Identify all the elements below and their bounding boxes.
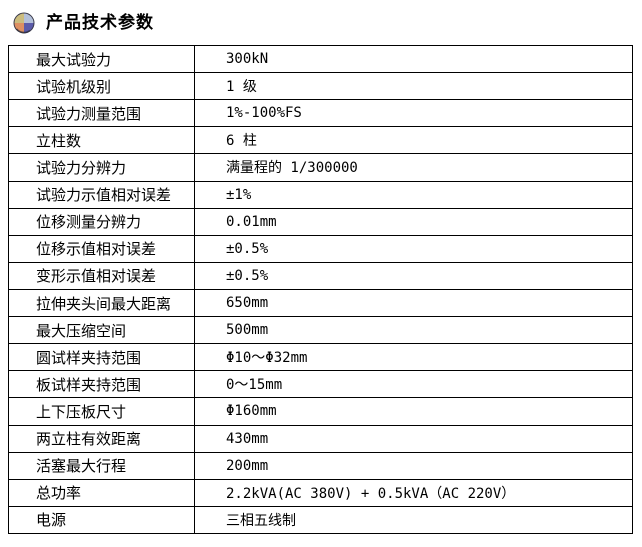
- param-value: 2.2kVA(AC 380V) + 0.5kVA（AC 220V）: [194, 478, 633, 507]
- table-row: 两立柱有效距离 430mm: [8, 424, 633, 453]
- table-row: 总功率 2.2kVA(AC 380V) + 0.5kVA（AC 220V）: [8, 478, 633, 507]
- param-label: 位移测量分辨力: [8, 207, 195, 236]
- param-label: 位移示值相对误差: [8, 234, 195, 263]
- table-row: 立柱数 6 柱: [8, 126, 633, 155]
- table-row: 拉伸夹头间最大距离 650mm: [8, 288, 633, 318]
- table-row: 最大试验力 300kN: [8, 44, 633, 74]
- param-value: 6 柱: [194, 126, 633, 155]
- table-row: 试验力示值相对误差 ±1%: [8, 180, 633, 209]
- param-value: 650mm: [194, 288, 633, 318]
- param-label: 板试样夹持范围: [8, 370, 195, 399]
- param-label: 最大压缩空间: [8, 316, 195, 345]
- param-label: 变形示值相对误差: [8, 261, 195, 290]
- param-label: 试验机级别: [8, 72, 195, 101]
- table-row: 位移测量分辨力 0.01mm: [8, 207, 633, 236]
- param-value: Φ10～Φ32mm: [194, 343, 633, 372]
- param-label: 最大试验力: [8, 44, 195, 74]
- param-value: 500mm: [194, 316, 633, 345]
- param-label: 上下压板尺寸: [8, 397, 195, 426]
- param-value: 300kN: [194, 44, 633, 74]
- spec-table: 最大试验力 300kN 试验机级别 1 级试验力测量范围 1%-100%FS 立柱数 6 柱…: [8, 44, 633, 535]
- param-label: 总功率: [8, 478, 195, 507]
- param-value: 1%-100%FS: [194, 99, 633, 128]
- sphere-bullet-icon: [13, 12, 35, 34]
- spec-table-body: 最大试验力 300kN 试验机级别 1 级试验力测量范围 1%-100%FS 立柱数 6 柱…: [8, 44, 633, 535]
- param-label: 立柱数: [8, 126, 195, 155]
- table-row: 上下压板尺寸 Φ160mm: [8, 397, 633, 426]
- param-label: 活塞最大行程: [8, 451, 195, 480]
- param-label: 试验力示值相对误差: [8, 180, 195, 209]
- param-value: 三相五线制: [194, 505, 633, 535]
- param-label: 两立柱有效距离: [8, 424, 195, 453]
- page-header: 产品技术参数: [0, 0, 642, 38]
- table-row: 变形示值相对误差 ±0.5%: [8, 261, 633, 290]
- param-label: 电源: [8, 505, 195, 535]
- param-value: 200mm: [194, 451, 633, 480]
- table-row: 试验力分辨力 满量程的 1/300000: [8, 153, 633, 182]
- page-title: 产品技术参数: [46, 13, 154, 33]
- table-row: 试验机级别 1 级: [8, 72, 633, 101]
- param-value: ±0.5%: [194, 261, 633, 290]
- param-label: 试验力分辨力: [8, 153, 195, 182]
- param-value: ±0.5%: [194, 234, 633, 263]
- table-row: 最大压缩空间 500mm: [8, 316, 633, 345]
- param-value: 满量程的 1/300000: [194, 153, 633, 182]
- table-row: 圆试样夹持范围 Φ10～Φ32mm: [8, 343, 633, 372]
- param-label: 圆试样夹持范围: [8, 343, 195, 372]
- table-row: 位移示值相对误差 ±0.5%: [8, 234, 633, 263]
- table-row: 活塞最大行程 200mm: [8, 451, 633, 480]
- param-value: 1 级: [194, 72, 633, 101]
- param-value: Φ160mm: [194, 397, 633, 426]
- param-label: 拉伸夹头间最大距离: [8, 288, 195, 318]
- table-row: 试验力测量范围 1%-100%FS: [8, 99, 633, 128]
- param-value: 430mm: [194, 424, 633, 453]
- param-value: 0～15mm: [194, 370, 633, 399]
- param-label: 试验力测量范围: [8, 99, 195, 128]
- table-row: 板试样夹持范围 0～15mm: [8, 370, 633, 399]
- table-row: 电源 三相五线制: [8, 505, 633, 535]
- param-value: ±1%: [194, 180, 633, 209]
- param-value: 0.01mm: [194, 207, 633, 236]
